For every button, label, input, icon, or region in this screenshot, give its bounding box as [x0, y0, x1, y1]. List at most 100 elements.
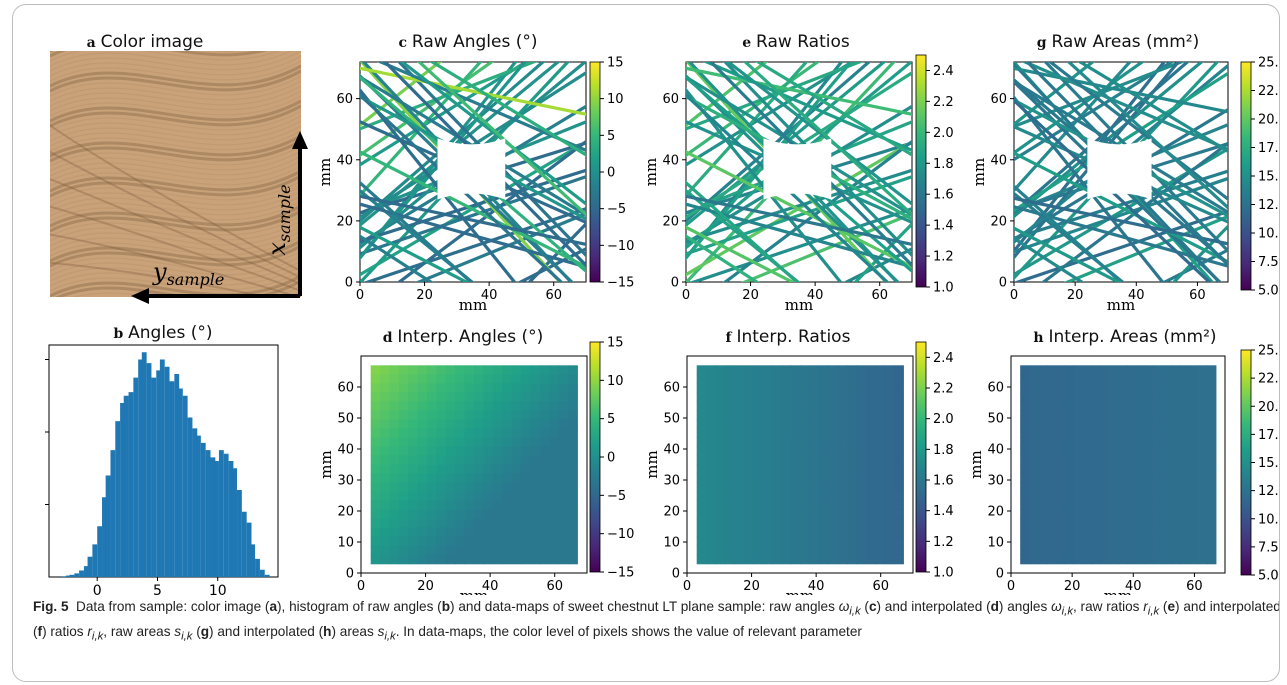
histogram-bar	[115, 421, 121, 577]
ylabel-f: mm	[643, 450, 661, 478]
ytick-label: 40	[987, 443, 1004, 458]
ylabel-c: mm	[316, 158, 334, 186]
histogram-bar	[138, 359, 144, 577]
colorbar-tick-label: 10.0	[1258, 227, 1279, 242]
histogram-bar	[141, 352, 147, 577]
histogram-bar	[159, 359, 165, 577]
hole-region	[437, 138, 506, 200]
xtick-label: 20	[416, 288, 433, 303]
colorbar-tick-label: 15.0	[1258, 456, 1279, 471]
xtick-label: 0	[682, 288, 690, 303]
xtick-label: 20	[743, 579, 760, 594]
ytick-label: 0	[671, 276, 679, 291]
xtick-label: 0	[683, 579, 691, 594]
panel-b-title: b Angles (°)	[113, 323, 212, 343]
histogram-bar	[205, 450, 211, 577]
colorbar-tick-label: 1.2	[933, 250, 954, 265]
histogram-bar	[192, 428, 198, 577]
interp-grid-h	[1020, 365, 1217, 565]
histogram-bar	[218, 450, 224, 577]
histogram-bar	[164, 366, 170, 577]
axes-frame-d	[360, 355, 588, 574]
histogram-bar	[187, 417, 193, 577]
xlabel-c: mm	[459, 296, 487, 314]
histogram-bar	[182, 395, 188, 577]
xtick-label: 0	[1007, 579, 1015, 594]
ytick-label: 50	[663, 412, 680, 427]
caption-label: Fig. 5	[33, 599, 69, 614]
ytick-label: 50	[337, 412, 354, 427]
xlabel-d: mm	[460, 587, 488, 595]
colorbar-tick-label: −15	[607, 566, 634, 581]
hole-region	[763, 138, 832, 200]
colorbar-tick-label: 15	[607, 336, 624, 351]
axes-frame-h	[1010, 355, 1226, 574]
histogram-bar	[156, 370, 162, 577]
colorbar-tick-label: 1.6	[933, 474, 954, 489]
colorbar-tick-label: 7.5	[1258, 540, 1279, 555]
xtick-label: 40	[482, 579, 499, 594]
ytick-label: 0	[672, 567, 680, 582]
panel-d-title: d Interp. Angles (°)	[383, 327, 544, 347]
hist-xtick-label: 10	[209, 583, 227, 595]
histogram-bar	[264, 574, 270, 577]
histogram-bar	[237, 490, 242, 577]
histogram-bar	[196, 435, 201, 577]
colorbar-tick-label: 0	[607, 451, 615, 466]
histogram-bar	[65, 575, 71, 577]
colorbar-tick-label: 10	[607, 374, 624, 389]
histogram-bar	[241, 511, 247, 577]
histogram-bar	[74, 573, 80, 577]
histogram-bar	[151, 377, 157, 577]
ytick-label: 20	[337, 505, 354, 520]
ytick-label: 40	[336, 153, 353, 168]
histogram-bar	[128, 392, 134, 577]
colorbar-tick-label: 1.4	[933, 504, 954, 519]
histogram-bar	[246, 522, 252, 577]
colorbar-tick-label: 22.5	[1258, 372, 1279, 387]
colorbar-tick-label: 10.0	[1258, 512, 1279, 527]
colorbar-tick-label: 2.2	[933, 382, 954, 397]
ytick-label: 0	[999, 276, 1007, 291]
ylabel-g: mm	[970, 158, 988, 186]
ytick-label: 20	[987, 505, 1004, 520]
xtick-label: 40	[1125, 579, 1142, 594]
ytick-label: 10	[663, 536, 680, 551]
interp-grid-d	[370, 365, 578, 565]
histogram-bar	[120, 403, 125, 577]
ytick-label: 0	[346, 567, 354, 582]
histogram-bar	[83, 566, 89, 577]
colorbar-c	[589, 61, 601, 283]
xtick-label: 0	[356, 288, 364, 303]
colorbar-tick-label: 15.0	[1258, 170, 1279, 185]
panel-g-title: g Raw Areas (mm²)	[1037, 32, 1199, 52]
xtick-label: 60	[545, 288, 562, 303]
colorbar-tick-label: −5	[607, 489, 626, 504]
histogram-bar	[259, 569, 265, 577]
colorbar-tick-label: 5	[607, 129, 615, 144]
colorbar-tick-label: 1.8	[933, 157, 954, 172]
xlabel-h: mm	[1104, 587, 1132, 595]
colorbar-tick-label: 2.0	[933, 412, 954, 427]
panel-h-title: h Interp. Areas (mm²)	[1033, 327, 1216, 347]
ytick-label: 60	[990, 92, 1007, 107]
histogram-bar	[97, 526, 103, 577]
histogram-bar	[169, 381, 175, 577]
ylabel-d: mm	[317, 450, 335, 478]
xtick-label: 0	[1010, 288, 1018, 303]
xtick-label: 60	[1189, 288, 1206, 303]
histogram-bar	[250, 544, 256, 577]
histogram-bar	[61, 576, 66, 577]
figure-frame: a Color image xsample ysample b Angles (°) 0…	[12, 4, 1280, 682]
histogram-bar	[92, 544, 98, 577]
xtick-label: 0	[357, 579, 365, 594]
colorbar-tick-label: 1.0	[933, 281, 954, 296]
xlabel-f: mm	[786, 587, 814, 595]
ytick-label: 40	[663, 443, 680, 458]
ytick-label: 20	[990, 214, 1007, 229]
histogram-bar	[102, 497, 107, 577]
histogram-bar	[210, 457, 216, 577]
colorbar-tick-label: 17.5	[1258, 141, 1279, 156]
histogram-bar	[133, 377, 139, 577]
ytick-label: 60	[337, 381, 354, 396]
